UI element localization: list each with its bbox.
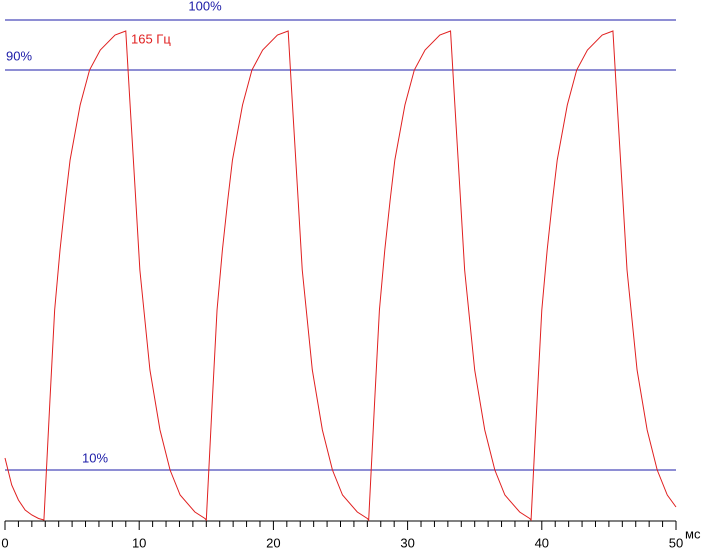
- reference-label: 100%: [188, 0, 222, 13]
- reference-label: 90%: [6, 48, 32, 63]
- x-tick-label: 10: [132, 535, 146, 550]
- series-label: 165 Гц: [131, 31, 171, 46]
- series-line: [4, 30, 677, 522]
- x-tick-label: 20: [266, 535, 280, 550]
- x-tick-label: 40: [535, 535, 549, 550]
- x-tick-label: 30: [400, 535, 414, 550]
- reference-label: 10%: [82, 450, 108, 465]
- x-axis-label: мс: [685, 526, 701, 541]
- x-tick-label: 50: [669, 535, 683, 550]
- x-tick-label: 0: [1, 535, 8, 550]
